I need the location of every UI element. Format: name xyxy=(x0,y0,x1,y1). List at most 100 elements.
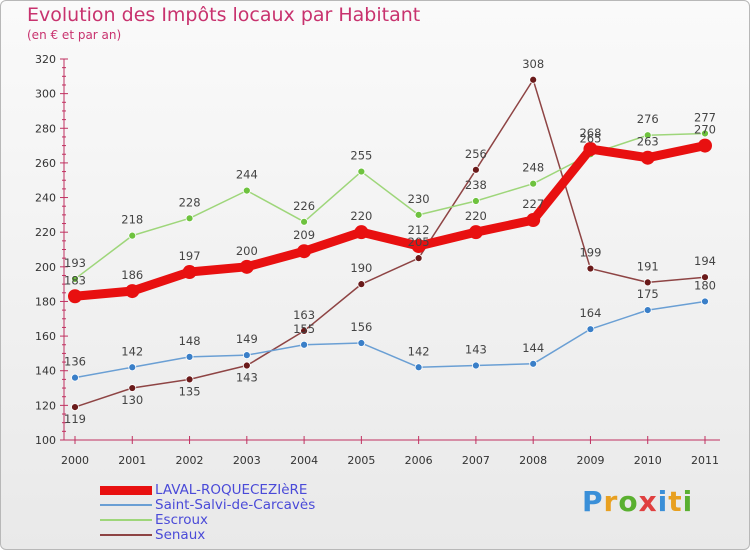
data-label: 218 xyxy=(121,213,143,227)
data-point xyxy=(472,361,480,370)
x-tick-label: 2008 xyxy=(519,454,547,467)
data-label: 191 xyxy=(637,259,659,273)
data-label: 175 xyxy=(637,287,659,301)
data-point xyxy=(128,384,137,392)
data-point xyxy=(643,278,652,287)
data-point xyxy=(701,129,709,138)
data-label: 135 xyxy=(179,384,201,398)
data-point xyxy=(701,273,709,282)
legend-label: Senaux xyxy=(155,527,206,543)
logo-letter: i xyxy=(682,485,694,518)
data-point xyxy=(242,361,251,370)
x-tick-label: 2001 xyxy=(118,454,146,467)
data-label: 227 xyxy=(522,197,544,211)
data-label: 230 xyxy=(408,192,430,206)
data-point xyxy=(297,244,312,259)
y-tick-label: 140 xyxy=(35,365,56,378)
data-point xyxy=(414,254,423,263)
data-point xyxy=(529,179,538,188)
legend-swatch xyxy=(100,534,152,536)
x-tick-label: 2000 xyxy=(61,454,89,467)
y-tick-label: 220 xyxy=(35,226,56,239)
y-tick-label: 300 xyxy=(35,88,56,101)
data-label: 277 xyxy=(694,110,716,124)
data-point xyxy=(242,186,251,195)
series-line-3 xyxy=(74,79,706,408)
y-tick-label: 120 xyxy=(35,399,56,412)
chart-title: Evolution des Impôts locaux par Habitant xyxy=(27,4,421,26)
y-tick-label: 280 xyxy=(35,122,56,135)
data-label: 163 xyxy=(293,308,315,322)
data-point xyxy=(414,363,423,372)
logo-letter: x xyxy=(638,485,658,518)
x-tick-label: 2011 xyxy=(691,454,719,467)
data-point xyxy=(128,231,137,240)
data-label: 143 xyxy=(465,343,487,357)
data-label: 156 xyxy=(350,320,372,334)
data-label: 212 xyxy=(408,223,430,237)
data-point xyxy=(411,239,426,254)
logo-letter: t xyxy=(668,485,683,518)
series-line-0 xyxy=(74,141,706,301)
chart-subtitle: (en € et par an) xyxy=(27,28,122,42)
data-point xyxy=(529,359,538,368)
data-point xyxy=(526,213,541,228)
data-point xyxy=(414,210,423,219)
data-point xyxy=(640,150,655,165)
y-tick-label: 320 xyxy=(35,53,56,66)
logo-letter: P xyxy=(582,485,604,518)
legend-label: Escroux xyxy=(155,512,209,528)
data-label: 226 xyxy=(293,199,315,213)
data-point xyxy=(357,280,366,289)
logo-letter: r xyxy=(603,485,619,518)
data-point xyxy=(300,340,308,349)
x-tick-label: 2009 xyxy=(576,454,604,467)
data-point xyxy=(128,363,137,372)
data-label: 270 xyxy=(694,123,716,137)
legend-swatch xyxy=(100,486,152,495)
data-label: 183 xyxy=(64,273,86,287)
y-tick-label: 180 xyxy=(35,295,56,308)
data-label: 228 xyxy=(179,195,201,209)
y-tick-label: 240 xyxy=(35,192,56,205)
data-label: 220 xyxy=(350,209,372,223)
data-label: 186 xyxy=(121,268,143,282)
legend-label: LAVAL-ROQUECEZIèRE xyxy=(155,482,308,498)
data-point xyxy=(71,403,79,411)
data-label: 130 xyxy=(121,393,143,407)
y-tick-label: 260 xyxy=(35,157,56,170)
data-label: 238 xyxy=(465,178,487,192)
legend-label: Saint-Salvi-de-Carcavès xyxy=(155,497,316,513)
data-label: 200 xyxy=(236,244,258,258)
data-label: 263 xyxy=(637,135,659,149)
x-tick-label: 2003 xyxy=(233,454,261,467)
data-point xyxy=(125,284,140,299)
x-tick-label: 2005 xyxy=(347,454,375,467)
data-label: 248 xyxy=(522,161,544,175)
data-label: 136 xyxy=(64,355,86,369)
legend-swatch xyxy=(100,519,152,521)
data-point xyxy=(185,352,194,361)
series-line-1 xyxy=(74,300,706,379)
legend-swatch xyxy=(100,504,152,506)
data-label: 209 xyxy=(293,228,315,242)
data-label: 197 xyxy=(179,249,201,263)
data-point xyxy=(300,326,308,335)
data-label: 149 xyxy=(236,332,258,346)
data-point xyxy=(643,131,652,140)
data-point xyxy=(586,325,595,334)
data-point xyxy=(468,225,483,240)
data-point xyxy=(698,138,712,153)
data-point xyxy=(586,264,595,273)
data-label: 276 xyxy=(637,112,659,126)
data-label: 190 xyxy=(350,261,372,275)
data-label: 244 xyxy=(236,168,258,182)
data-point xyxy=(701,297,709,306)
data-label: 205 xyxy=(408,235,430,249)
data-point xyxy=(239,259,254,274)
y-tick-label: 200 xyxy=(35,261,56,274)
y-tick-label: 160 xyxy=(35,330,56,343)
data-point xyxy=(300,217,308,226)
data-label: 255 xyxy=(350,149,372,163)
